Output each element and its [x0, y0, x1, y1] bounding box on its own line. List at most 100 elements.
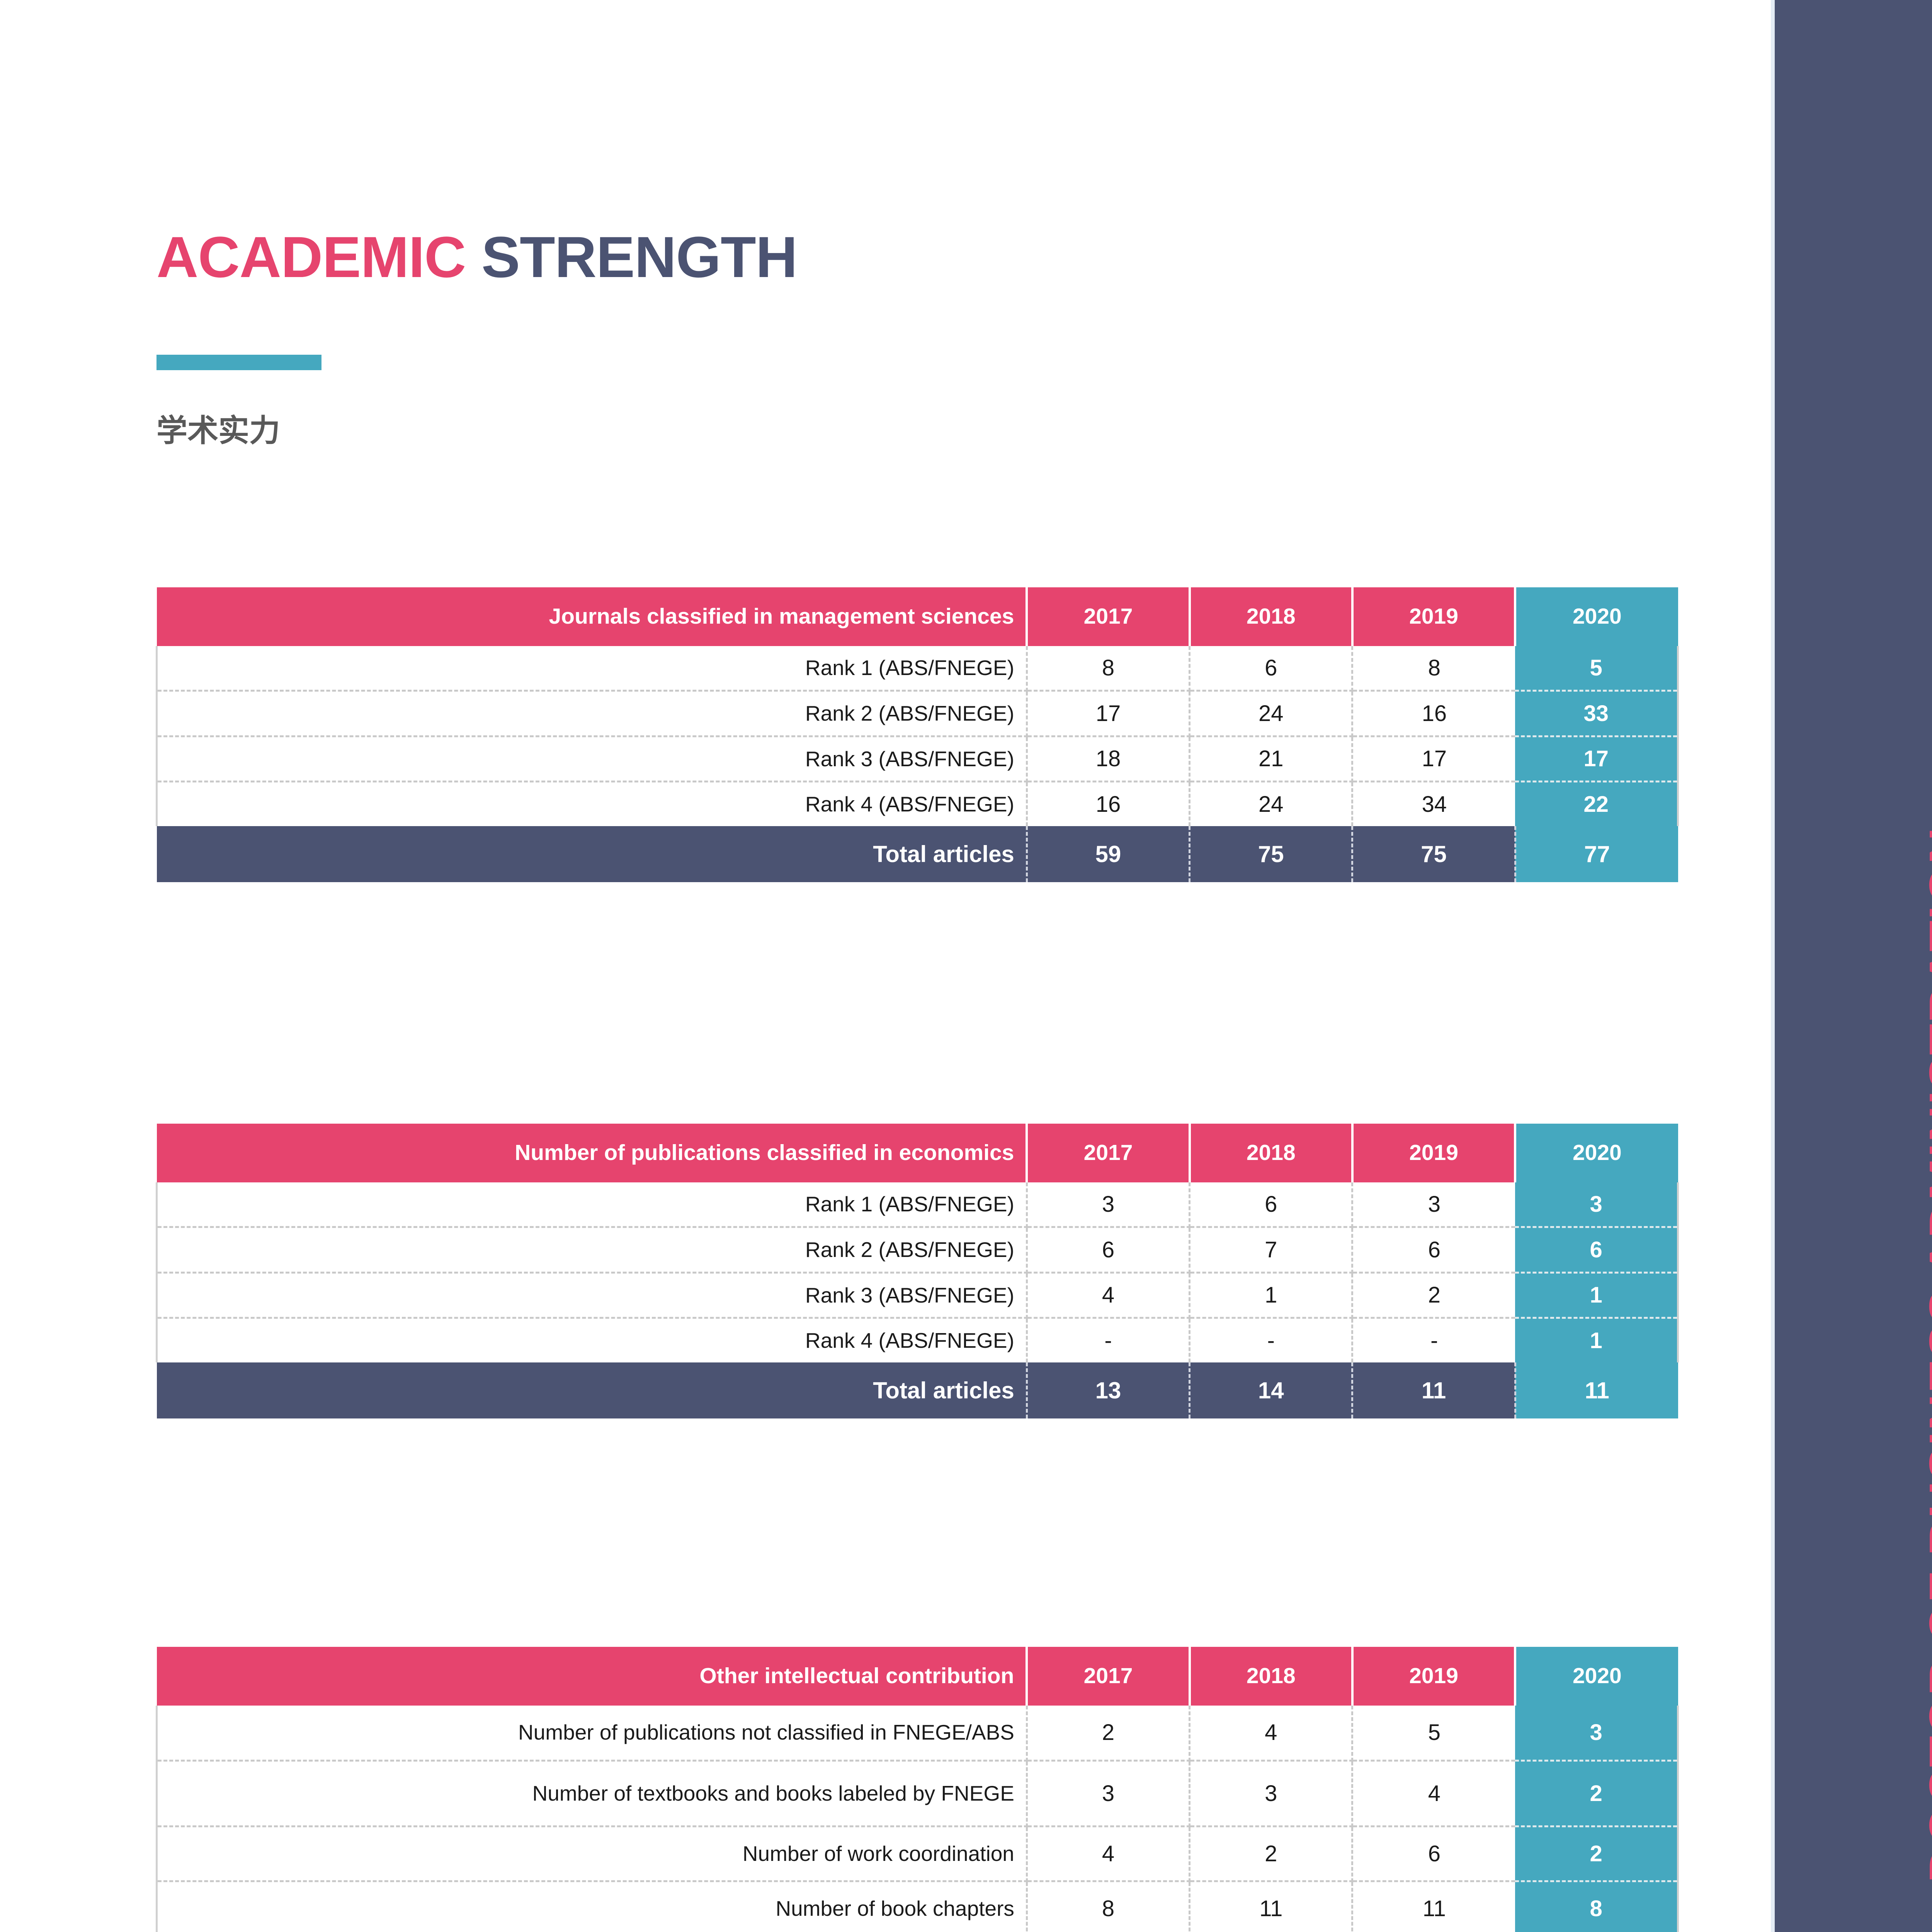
table-journals-management-sciences: Journals classified in management scienc…	[156, 587, 1679, 882]
total-2020: 11	[1515, 1362, 1678, 1418]
column-header-2019: 2019	[1352, 1647, 1517, 1706]
cell-2018: 3	[1189, 1760, 1354, 1827]
column-header-2018: 2018	[1189, 1124, 1354, 1182]
column-header-2019: 2019	[1352, 1124, 1517, 1182]
total-2018: 75	[1189, 826, 1354, 882]
cell-2019: 6	[1352, 1826, 1515, 1882]
cell-2020: 2	[1515, 1760, 1679, 1827]
cell-2018: 7	[1189, 1227, 1354, 1274]
column-header-2020: 2020	[1515, 1647, 1678, 1706]
cell-2018: -	[1189, 1318, 1354, 1362]
row-label: Number of book chapters	[156, 1881, 1028, 1932]
table-row: Rank 4 (ABS/FNEGE) - - - 1	[156, 1318, 1679, 1362]
column-header-2017: 2017	[1027, 1647, 1191, 1706]
cell-2019: 34	[1352, 781, 1515, 826]
page-title: ACADEMIC STRENGTH	[156, 228, 798, 286]
column-header-2017: 2017	[1027, 587, 1191, 646]
cell-2019: 16	[1352, 690, 1515, 737]
table-other-intellectual-contribution: Other intellectual contribution 2017 201…	[156, 1647, 1679, 1932]
cell-2019: 17	[1352, 736, 1515, 783]
cell-2017: 16	[1027, 781, 1191, 826]
cell-2020: 33	[1515, 690, 1679, 737]
cell-2017: 2	[1027, 1706, 1191, 1762]
table-total-row: Total articles 13 14 11 11	[156, 1362, 1678, 1418]
row-label: Number of publications not classified in…	[156, 1706, 1028, 1762]
table-row: Number of work coordination 4 2 6 2	[156, 1826, 1679, 1882]
page-title-block: ACADEMIC STRENGTH	[156, 228, 798, 286]
cell-2019: 2	[1352, 1272, 1515, 1319]
cell-2017: 8	[1027, 1881, 1191, 1932]
cell-2019: 5	[1352, 1706, 1515, 1762]
cell-2017: 4	[1027, 1272, 1191, 1319]
cell-2017: -	[1027, 1318, 1191, 1362]
cell-2018: 11	[1189, 1881, 1354, 1932]
table-header-title: Number of publications classified in eco…	[156, 1124, 1028, 1182]
row-label: Number of work coordination	[156, 1826, 1028, 1882]
table-header-row: Journals classified in management scienc…	[156, 587, 1678, 646]
row-label: Rank 3 (ABS/FNEGE)	[156, 1272, 1028, 1319]
table-row: Rank 2 (ABS/FNEGE) 6 7 6 6	[156, 1227, 1679, 1274]
cell-2017: 18	[1027, 736, 1191, 783]
cell-2018: 24	[1189, 781, 1354, 826]
table-row: Rank 4 (ABS/FNEGE) 16 24 34 22	[156, 781, 1679, 826]
cell-2019: 6	[1352, 1227, 1515, 1274]
table-row: Rank 3 (ABS/FNEGE) 4 1 2 1	[156, 1272, 1679, 1319]
cell-2019: -	[1352, 1318, 1515, 1362]
page-title-accent: ACADEMIC	[156, 224, 466, 289]
row-label: Rank 3 (ABS/FNEGE)	[156, 736, 1028, 783]
column-header-2020: 2020	[1515, 587, 1678, 646]
cell-2018: 4	[1189, 1706, 1354, 1762]
total-2019: 11	[1352, 1362, 1516, 1418]
cell-2020: 3	[1515, 1706, 1679, 1762]
cell-2019: 11	[1352, 1881, 1515, 1932]
table-row: Number of publications not classified in…	[156, 1706, 1679, 1762]
page-canvas: ACADEMIC STRENGTH 学术实力 Journals classifi…	[156, 228, 1679, 1932]
cell-2020: 5	[1515, 646, 1679, 692]
cell-2020: 1	[1515, 1318, 1679, 1362]
cell-2018: 2	[1189, 1826, 1354, 1882]
cell-2018: 21	[1189, 736, 1354, 783]
row-label: Rank 1 (ABS/FNEGE)	[156, 646, 1028, 692]
row-label: Rank 1 (ABS/FNEGE)	[156, 1182, 1028, 1228]
row-label: Rank 2 (ABS/FNEGE)	[156, 690, 1028, 737]
cell-2020: 22	[1515, 781, 1679, 826]
total-2017: 13	[1027, 1362, 1191, 1418]
cell-2020: 8	[1515, 1881, 1679, 1932]
column-header-2018: 2018	[1189, 1647, 1354, 1706]
table-total-row: Total articles 59 75 75 77	[156, 826, 1678, 882]
column-header-2018: 2018	[1189, 587, 1354, 646]
row-label: Rank 4 (ABS/FNEGE)	[156, 1318, 1028, 1362]
cell-2018: 1	[1189, 1272, 1354, 1319]
cell-2019: 8	[1352, 646, 1515, 692]
page-title-dark: STRENGTH	[481, 224, 798, 289]
table-row: Rank 3 (ABS/FNEGE) 18 21 17 17	[156, 736, 1679, 783]
cell-2017: 17	[1027, 690, 1191, 737]
title-underline-rule	[156, 355, 321, 370]
table-header-row: Number of publications classified in eco…	[156, 1124, 1678, 1182]
table-header-title: Journals classified in management scienc…	[156, 587, 1028, 646]
table-row: Number of book chapters 8 11 11 8	[156, 1881, 1679, 1932]
cell-2018: 6	[1189, 1182, 1354, 1228]
total-2017: 59	[1027, 826, 1191, 882]
column-header-2020: 2020	[1515, 1124, 1678, 1182]
cell-2020: 6	[1515, 1227, 1679, 1274]
cell-2018: 6	[1189, 646, 1354, 692]
total-2020: 77	[1515, 826, 1678, 882]
cell-2017: 4	[1027, 1826, 1191, 1882]
total-label: Total articles	[156, 826, 1028, 882]
cell-2017: 3	[1027, 1760, 1191, 1827]
sidebar-program-title: DOCTOR OF BUSINESS ADMINISTRATION	[1919, 827, 1932, 1883]
cell-2020: 3	[1515, 1182, 1679, 1228]
cell-2020: 1	[1515, 1272, 1679, 1319]
column-header-2017: 2017	[1027, 1124, 1191, 1182]
column-header-2019: 2019	[1352, 587, 1517, 646]
cell-2020: 2	[1515, 1826, 1679, 1882]
cell-2019: 3	[1352, 1182, 1515, 1228]
cell-2019: 4	[1352, 1760, 1515, 1827]
table-publications-economics: Number of publications classified in eco…	[156, 1124, 1679, 1418]
sidebar-banner: DOCTOR OF BUSINESS ADMINISTRATION	[1771, 0, 1932, 1932]
table-row: Number of textbooks and books labeled by…	[156, 1760, 1679, 1827]
cell-2017: 3	[1027, 1182, 1191, 1228]
table-header-title: Other intellectual contribution	[156, 1647, 1028, 1706]
table-row: Rank 1 (ABS/FNEGE) 8 6 8 5	[156, 646, 1679, 692]
